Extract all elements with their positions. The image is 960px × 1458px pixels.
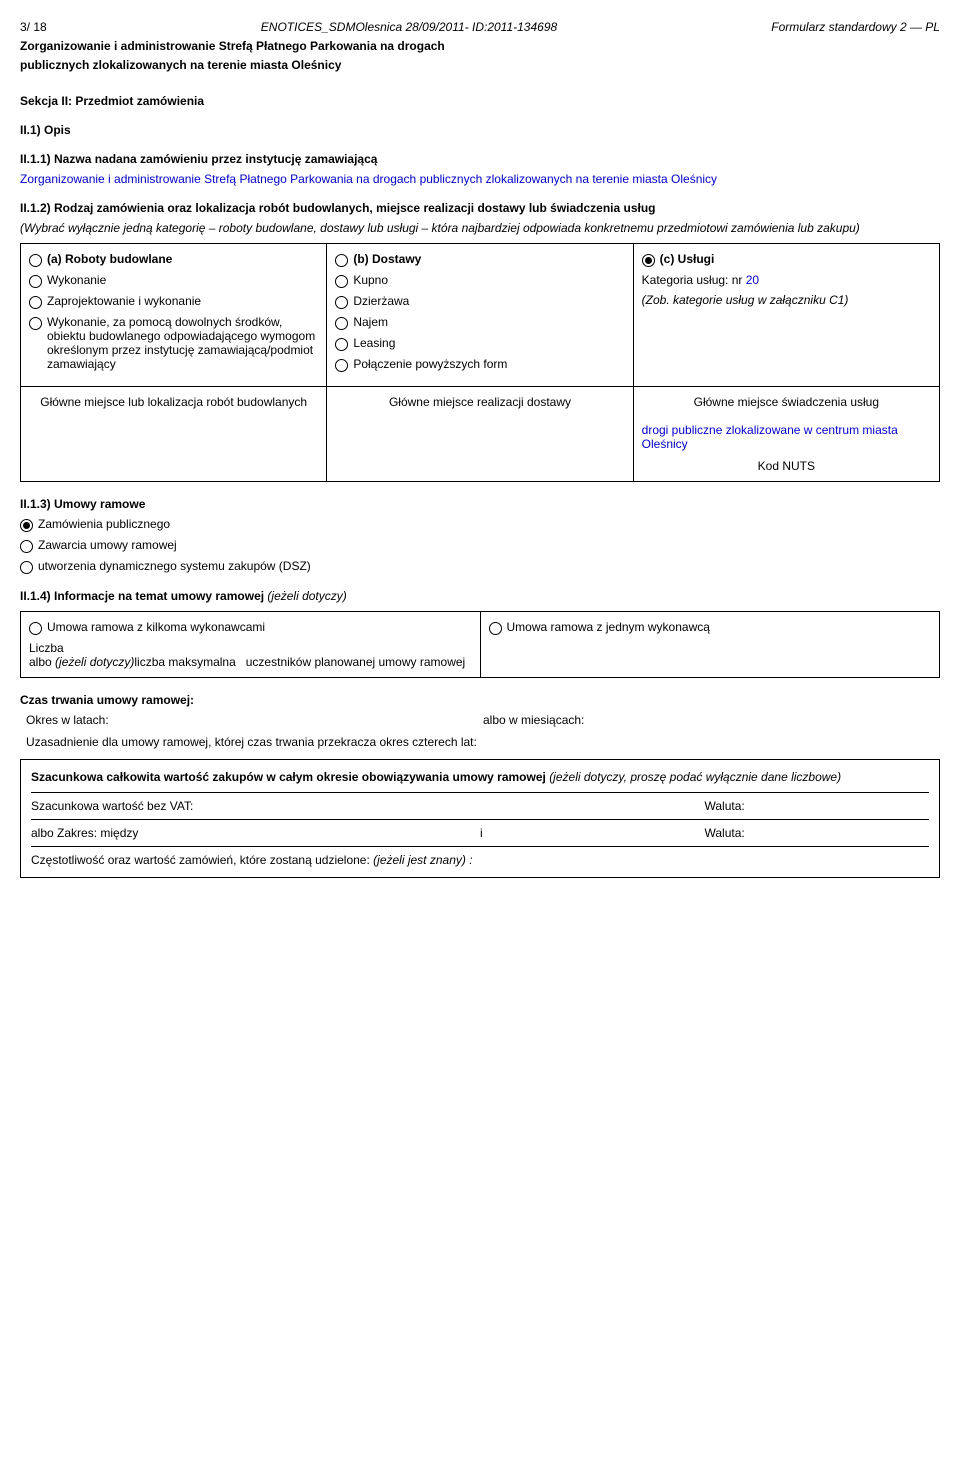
b-header-label: (b) Dostawy: [353, 252, 421, 266]
radio-b-header[interactable]: [335, 254, 348, 267]
page-number: 3/ 18: [20, 20, 47, 34]
duration-just: Uzasadnienie dla umowy ramowej, której c…: [20, 735, 940, 749]
radio-b-0[interactable]: [335, 275, 348, 288]
doc-title-line1: Zorganizowanie i administrowanie Strefą …: [20, 38, 940, 55]
box-row3-suffix: (jeżeli jest znany) :: [373, 853, 472, 867]
box-row1-l: Szacunkowa wartość bez VAT:: [31, 799, 705, 813]
ii1-opis: II.1) Opis: [20, 123, 940, 137]
radio-ii13-0[interactable]: [20, 519, 33, 532]
duration-right: albo w miesiącach:: [483, 713, 940, 727]
b-opt-0: Kupno: [353, 273, 388, 287]
radio-a-2[interactable]: [29, 317, 42, 330]
box-row2-l: albo Zakres: między: [31, 826, 480, 840]
row2-c-text: drogi publiczne zlokalizowane w centrum …: [642, 423, 931, 451]
estimate-box: Szacunkowa całkowita wartość zakupów w c…: [20, 759, 940, 878]
page-header: 3/ 18 ENOTICES_SDMOlesnica 28/09/2011- I…: [20, 20, 940, 34]
b-opt-3: Leasing: [353, 336, 395, 350]
duration-title: Czas trwania umowy ramowej:: [20, 693, 940, 707]
radio-b-1[interactable]: [335, 296, 348, 309]
box-row1-r: Waluta:: [705, 799, 930, 813]
radio-b-3[interactable]: [335, 338, 348, 351]
c-cat-num: 20: [746, 273, 759, 287]
a-header-label: (a) Roboty budowlane: [47, 252, 172, 266]
radio-a-header[interactable]: [29, 254, 42, 267]
ii13-opt-1: Zawarcia umowy ramowej: [38, 538, 177, 552]
ii14-albo: albo (jeżeli dotyczy)liczba maksymalna u…: [29, 655, 472, 669]
doc-id: ENOTICES_SDMOlesnica 28/09/2011- ID:2011…: [261, 20, 557, 34]
radio-ii14-right[interactable]: [489, 622, 502, 635]
ii14-left-cell: Umowa ramowa z kilkoma wykonawcami Liczb…: [21, 611, 481, 677]
radio-b-2[interactable]: [335, 317, 348, 330]
c-header-label: (c) Usługi: [660, 252, 715, 266]
b-opt-4: Połączenie powyższych form: [353, 357, 507, 371]
radio-a-1[interactable]: [29, 296, 42, 309]
b-opt-2: Najem: [353, 315, 388, 329]
duration-left: Okres w latach:: [20, 713, 483, 727]
ii12-table: (a) Roboty budowlane Wykonanie Zaprojekt…: [20, 243, 940, 482]
ii14-title-main: II.1.4) Informacje na temat umowy ramowe…: [20, 589, 267, 603]
ii11-title: II.1.1) Nazwa nadana zamówieniu przez in…: [20, 152, 940, 166]
radio-c-header[interactable]: [642, 254, 655, 267]
radio-ii14-left[interactable]: [29, 622, 42, 635]
ii14-right-label: Umowa ramowa z jednym wykonawcą: [507, 620, 710, 634]
radio-b-4[interactable]: [335, 359, 348, 372]
ii12-title: II.1.2) Rodzaj zamówienia oraz lokalizac…: [20, 201, 940, 215]
ii13-opt-2: utworzenia dynamicznego systemu zakupów …: [38, 559, 311, 573]
ii11-text: Zorganizowanie i administrowanie Strefą …: [20, 172, 940, 186]
box-row2-m: i: [480, 826, 705, 840]
a-opt-2: Wykonanie, za pomocą dowolnych środków, …: [47, 315, 318, 371]
c-note: (Zob. kategorie usług w załączniku C1): [642, 293, 931, 307]
ii14-title: II.1.4) Informacje na temat umowy ramowe…: [20, 589, 940, 603]
row2-c-title: Główne miejsce świadczenia usług: [642, 395, 931, 409]
col-a: (a) Roboty budowlane Wykonanie Zaprojekt…: [21, 243, 327, 386]
box-row3-l: Częstotliwość oraz wartość zamówień, któ…: [31, 853, 373, 867]
box-row2-r: Waluta:: [705, 826, 930, 840]
col-b: (b) Dostawy Kupno Dzierżawa Najem Leasin…: [327, 243, 633, 386]
ii14-table: Umowa ramowa z kilkoma wykonawcami Liczb…: [20, 611, 940, 678]
c-cat-label: Kategoria usług: nr: [642, 273, 746, 287]
ii13-opt-0: Zamówienia publicznego: [38, 517, 170, 531]
ii14-right-cell: Umowa ramowa z jednym wykonawcą: [480, 611, 940, 677]
row2-c: Główne miejsce świadczenia usług drogi p…: [633, 386, 939, 481]
row2-a: Główne miejsce lub lokalizacja robót bud…: [21, 386, 327, 481]
ii14-title-suffix: (jeżeli dotyczy): [267, 589, 346, 603]
ii12-note: (Wybrać wyłącznie jedną kategorię – robo…: [20, 221, 940, 235]
doc-title-line2: publicznych zlokalizowanych na terenie m…: [20, 57, 940, 74]
ii14-left-label: Umowa ramowa z kilkoma wykonawcami: [47, 620, 265, 634]
radio-ii13-1[interactable]: [20, 540, 33, 553]
box-title-suffix: (jeżeli dotyczy, proszę podać wyłącznie …: [549, 770, 841, 784]
row2-c-nuts: Kod NUTS: [642, 459, 931, 473]
radio-a-0[interactable]: [29, 275, 42, 288]
b-opt-1: Dzierżawa: [353, 294, 409, 308]
box-title: Szacunkowa całkowita wartość zakupów w c…: [31, 770, 549, 784]
radio-ii13-2[interactable]: [20, 561, 33, 574]
col-c: (c) Usługi Kategoria usług: nr 20 (Zob. …: [633, 243, 939, 386]
form-type: Formularz standardowy 2 — PL: [771, 20, 940, 34]
section-ii-title: Sekcja II: Przedmiot zamówienia: [20, 94, 940, 108]
a-opt-1: Zaprojektowanie i wykonanie: [47, 294, 201, 308]
a-opt-0: Wykonanie: [47, 273, 106, 287]
row2-b: Główne miejsce realizacji dostawy: [327, 386, 633, 481]
ii13-title: II.1.3) Umowy ramowe: [20, 497, 940, 511]
ii14-liczba: Liczba: [29, 641, 472, 655]
